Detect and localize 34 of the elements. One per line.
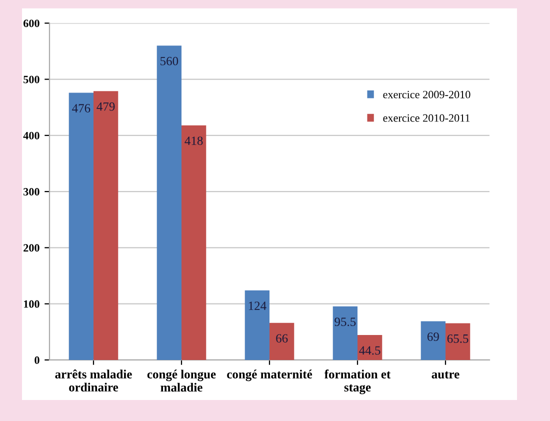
x-tick-label: autre xyxy=(432,371,460,379)
x-tick-label: arrêts maladie ordinaire xyxy=(55,370,132,392)
x-tick-label: formation et stage xyxy=(324,370,391,394)
legend-label: exercice 2009-2010 xyxy=(383,90,470,98)
bar xyxy=(420,321,446,360)
data-label: 66 xyxy=(276,334,288,343)
data-label: 124 xyxy=(248,302,266,310)
data-label: 69 xyxy=(427,332,439,341)
data-label: 479 xyxy=(96,102,115,111)
bar xyxy=(244,290,270,360)
y-tick-label: 100 xyxy=(24,300,40,308)
bar xyxy=(156,46,182,360)
bar xyxy=(270,322,294,360)
y-tick-label: 300 xyxy=(24,188,40,196)
bar xyxy=(94,91,118,360)
data-label: 44.5 xyxy=(359,346,380,355)
y-tick-label: 0 xyxy=(34,356,40,364)
data-label: 95.5 xyxy=(334,318,356,326)
y-tick-label: 200 xyxy=(24,244,40,252)
data-label: 560 xyxy=(160,56,178,66)
bar xyxy=(446,323,470,360)
bar xyxy=(358,334,382,360)
x-tick-label: congé longue maladie xyxy=(147,370,216,392)
x-tick-label: congé maternité xyxy=(227,370,312,382)
data-label: 476 xyxy=(72,104,90,112)
bar xyxy=(68,92,94,360)
bar xyxy=(332,306,358,360)
y-tick-label: 600 xyxy=(23,20,40,28)
legend-label: exercice 2010-2011 xyxy=(383,114,470,122)
y-tick-label: 500 xyxy=(24,76,40,84)
data-label: 418 xyxy=(184,136,203,145)
data-label: 65.5 xyxy=(447,334,468,343)
bar xyxy=(182,125,206,360)
y-tick-label: 400 xyxy=(23,132,40,140)
